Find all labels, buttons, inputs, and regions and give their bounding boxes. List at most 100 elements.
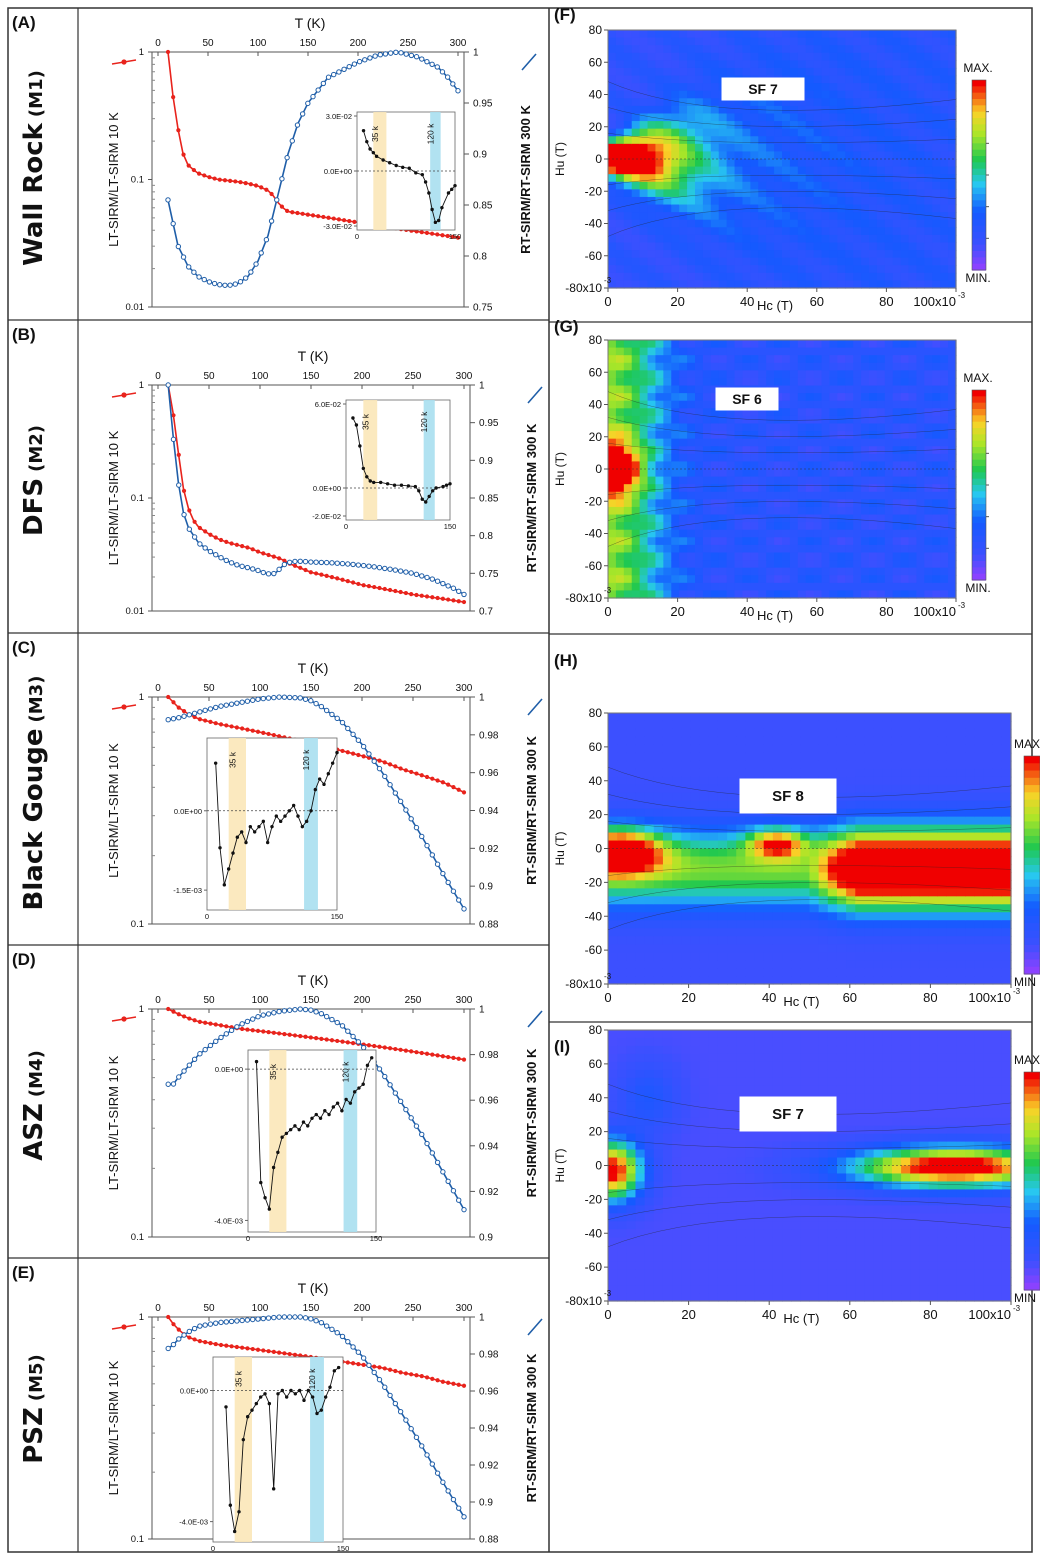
forc-cell [924, 219, 933, 228]
forc-cell [774, 280, 783, 289]
forc-cell [766, 181, 775, 190]
colorbar-step [972, 124, 986, 132]
forc-cell [940, 370, 949, 379]
forc-cell [655, 400, 664, 409]
forc-cell [924, 499, 933, 508]
forc-cell [727, 976, 737, 985]
forc-cell [813, 438, 823, 447]
forc-cell [687, 189, 696, 198]
lt-sirm-point [203, 1020, 208, 1025]
forc-cell [608, 840, 618, 850]
forc-cell [758, 582, 767, 592]
forc-cell [782, 944, 792, 953]
forc-cell [639, 499, 649, 508]
forc-cell [869, 355, 878, 364]
forc-cell [710, 522, 720, 531]
forc-cell [758, 181, 767, 190]
forc-cell [662, 880, 673, 889]
rt-sirm-point [258, 250, 264, 256]
rt-sirm-point [191, 534, 198, 540]
forc-cell [718, 408, 728, 417]
forc-cell [837, 544, 846, 554]
lt-sirm-point [208, 532, 213, 537]
forc-cell [813, 491, 823, 500]
inset-band-120k [343, 1050, 358, 1232]
forc-cell [745, 824, 756, 834]
rt-sirm-point [419, 56, 425, 62]
forc-cell [758, 159, 767, 168]
forc-cell [742, 491, 751, 500]
rt-sirm-point [197, 541, 203, 547]
lt-sirm-point [424, 594, 430, 599]
forc-cell [782, 856, 792, 866]
forc-cell [626, 768, 637, 778]
forc-cell [662, 808, 673, 818]
forc-cell [679, 393, 688, 402]
forc-cell [813, 219, 823, 228]
rt-sirm-point [397, 568, 404, 574]
lt-sirm-point [387, 1367, 393, 1372]
forc-cell [663, 438, 672, 447]
x-tick-label: 50 [203, 1303, 215, 1314]
forc-cell [702, 575, 712, 584]
forc-cell [681, 776, 692, 786]
forc-cell [853, 385, 862, 394]
rt-sirm-point [165, 717, 171, 723]
inset-point [250, 1408, 254, 1412]
forc-cell [608, 250, 617, 259]
forc-cell [869, 567, 878, 576]
y-right-tick-label: 1 [479, 693, 485, 704]
forc-cell [679, 90, 688, 99]
lt-sirm-point [435, 1378, 440, 1383]
forc-cell [908, 75, 918, 84]
forc-y-tick-label: -80x10 [565, 591, 602, 605]
forc-cell [861, 227, 870, 236]
forc-cell [655, 476, 664, 485]
forc-cell [635, 960, 646, 969]
lt-legend-dot [121, 1016, 127, 1022]
forc-cell [687, 272, 696, 282]
forc-cell [671, 75, 680, 84]
lt-sirm-point [341, 218, 347, 223]
forc-cell [797, 257, 807, 266]
forc-cell [797, 560, 807, 569]
forc-cell [653, 800, 664, 810]
forc-cell [774, 272, 783, 282]
forc-cell [708, 952, 719, 961]
rt-sirm-point [450, 585, 457, 591]
forc-cell [908, 30, 918, 39]
forc-cell [758, 189, 767, 198]
forc-cell [758, 98, 767, 107]
forc-cell [644, 880, 655, 889]
forc-cell [608, 280, 617, 289]
forc-cell [623, 143, 633, 153]
forc-cell [626, 864, 637, 874]
forc-cell [916, 499, 925, 508]
forc-cell [631, 60, 641, 69]
lt-sirm-point [224, 539, 229, 544]
forc-cell [647, 514, 657, 523]
forc-cell [900, 272, 910, 282]
forc-cell [869, 370, 878, 379]
forc-cell [754, 816, 765, 826]
forc-cell [608, 469, 617, 478]
forc-cell [615, 476, 625, 485]
forc-cell [687, 400, 696, 409]
inset-point [361, 1082, 365, 1086]
forc-cell [623, 370, 633, 379]
lt-sirm-point [277, 734, 282, 739]
forc-cell [908, 423, 918, 432]
lt-sirm-point [398, 766, 403, 771]
rt-sirm-point [339, 1023, 346, 1029]
forc-cell [727, 872, 737, 881]
rt-sirm-point [360, 1044, 367, 1051]
lt-sirm-point [197, 717, 202, 722]
forc-cell [710, 257, 720, 266]
forc-cell [608, 920, 618, 929]
forc-cell [671, 347, 680, 356]
forc-cell [690, 896, 701, 905]
forc-cell [655, 75, 664, 84]
forc-cell [702, 250, 712, 259]
forc-cell [853, 469, 862, 478]
